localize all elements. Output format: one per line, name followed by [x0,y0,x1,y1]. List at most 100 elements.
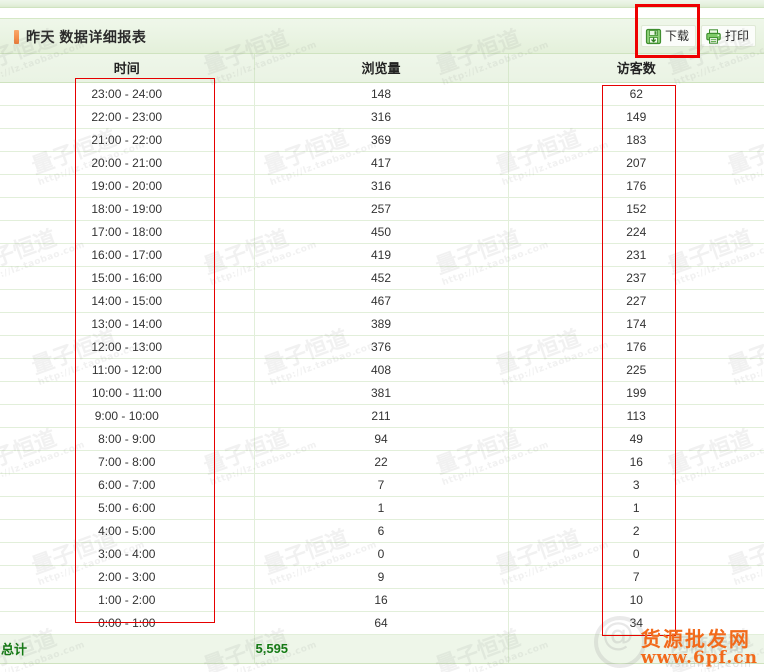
save-disk-icon [645,28,662,45]
column-header-pageviews[interactable]: 浏览量 [254,54,509,83]
table-row: 2:00 - 3:00 9 7 [0,565,764,589]
table-cell-visitors: 0 [508,542,764,566]
table-cell-pageviews: 211 [254,404,509,428]
table-cell-time: 17:00 - 18:00 [0,220,255,244]
download-button[interactable]: 下载 [640,25,696,47]
table-cell-visitors: 174 [508,312,764,336]
table-cell-pageviews: 1 [254,496,509,520]
print-button-label: 打印 [724,29,749,43]
table-cell-visitors: 199 [508,381,764,405]
table-cell-time: 16:00 - 17:00 [0,243,255,267]
table-cell-time: 19:00 - 20:00 [0,174,255,198]
print-button[interactable]: 打印 [700,25,756,47]
table-row: 0:00 - 1:00 64 34 [0,611,764,635]
table-cell-time: 18:00 - 19:00 [0,197,255,221]
page-title: 昨天 数据详细报表 [26,29,147,45]
table-cell-pageviews: 7 [254,473,509,497]
table-cell-visitors: 183 [508,128,764,152]
table-cell-pageviews: 389 [254,312,509,336]
table-cell-visitors: 62 [508,82,764,106]
table-cell-visitors: 16 [508,450,764,474]
table-cell-time: 0:00 - 1:00 [0,611,255,635]
table-cell-time: 13:00 - 14:00 [0,312,255,336]
table-cell-visitors: 152 [508,197,764,221]
table-row: 8:00 - 9:00 94 49 [0,427,764,451]
table-cell-visitors: 207 [508,151,764,175]
table-cell-visitors: 3 [508,473,764,497]
table-row: 16:00 - 17:00 419 231 [0,243,764,267]
table-foot: 总计 5,595 [0,633,764,664]
table-row: 11:00 - 12:00 408 225 [0,358,764,382]
table-cell-time: 22:00 - 23:00 [0,105,255,129]
title-marker-icon [14,30,19,44]
table-cell-visitors: 113 [508,404,764,428]
table-cell-pageviews: 6 [254,519,509,543]
column-header-visitors[interactable]: 访客数 [508,54,764,83]
table-cell-time: 20:00 - 21:00 [0,151,255,175]
table-cell-time: 12:00 - 13:00 [0,335,255,359]
table-cell-time: 8:00 - 9:00 [0,427,255,451]
table-cell-time: 2:00 - 3:00 [0,565,255,589]
table-cell-time: 10:00 - 11:00 [0,381,255,405]
table-row: 15:00 - 16:00 452 237 [0,266,764,290]
table-row: 13:00 - 14:00 389 174 [0,312,764,336]
table-cell-pageviews: 22 [254,450,509,474]
table-cell-pageviews: 316 [254,174,509,198]
table-cell-time: 6:00 - 7:00 [0,473,255,497]
table-cell-pageviews: 419 [254,243,509,267]
table-cell-time: 15:00 - 16:00 [0,266,255,290]
table-cell-visitors: 227 [508,289,764,313]
table-row: 18:00 - 19:00 257 152 [0,197,764,221]
table-row: 21:00 - 22:00 369 183 [0,128,764,152]
table-cell-time: 9:00 - 10:00 [0,404,255,428]
report-panel: 昨天 数据详细报表 下载 [0,18,764,672]
download-button-label: 下载 [664,29,689,43]
table-cell-pageviews: 376 [254,335,509,359]
table-header-row: 时间 浏览量 访客数 [0,54,764,83]
report-table: 时间 浏览量 访客数 23:00 - 24:00 148 62 22:00 - 23:… [0,54,764,664]
table-cell-time: 14:00 - 15:00 [0,289,255,313]
table-row: 3:00 - 4:00 0 0 [0,542,764,566]
table-cell-pageviews: 64 [254,611,509,635]
table-row: 7:00 - 8:00 22 16 [0,450,764,474]
total-visitors [508,633,764,664]
table-row: 19:00 - 20:00 316 176 [0,174,764,198]
table-body: 23:00 - 24:00 148 62 22:00 - 23:00 316 149 21:… [0,82,764,635]
table-cell-pageviews: 257 [254,197,509,221]
table-row: 10:00 - 11:00 381 199 [0,381,764,405]
table-cell-visitors: 2 [508,519,764,543]
table-row: 23:00 - 24:00 148 62 [0,82,764,106]
table-cell-pageviews: 381 [254,381,509,405]
table-cell-pageviews: 9 [254,565,509,589]
table-cell-visitors: 176 [508,335,764,359]
total-pageviews: 5,595 [254,633,509,664]
table-total-row: 总计 5,595 [0,633,764,664]
column-header-time[interactable]: 时间 [0,54,255,83]
table-row: 4:00 - 5:00 6 2 [0,519,764,543]
table-row: 1:00 - 2:00 16 10 [0,588,764,612]
table-cell-visitors: 7 [508,565,764,589]
table-row: 12:00 - 13:00 376 176 [0,335,764,359]
titlebar-actions: 下载 打印 [640,25,756,47]
table-row: 22:00 - 23:00 316 149 [0,105,764,129]
table-cell-pageviews: 369 [254,128,509,152]
table-cell-time: 4:00 - 5:00 [0,519,255,543]
table-cell-visitors: 1 [508,496,764,520]
table-cell-pageviews: 450 [254,220,509,244]
table-cell-time: 11:00 - 12:00 [0,358,255,382]
table-cell-pageviews: 316 [254,105,509,129]
table-cell-pageviews: 0 [254,542,509,566]
table-cell-pageviews: 452 [254,266,509,290]
table-cell-visitors: 34 [508,611,764,635]
table-cell-time: 5:00 - 6:00 [0,496,255,520]
table-row: 5:00 - 6:00 1 1 [0,496,764,520]
table-row: 17:00 - 18:00 450 224 [0,220,764,244]
table-cell-visitors: 231 [508,243,764,267]
table-head: 时间 浏览量 访客数 [0,54,764,83]
table-cell-visitors: 225 [508,358,764,382]
table-row: 20:00 - 21:00 417 207 [0,151,764,175]
table-cell-time: 3:00 - 4:00 [0,542,255,566]
table-cell-visitors: 10 [508,588,764,612]
printer-icon [705,28,722,45]
page-top-gap [0,9,764,18]
